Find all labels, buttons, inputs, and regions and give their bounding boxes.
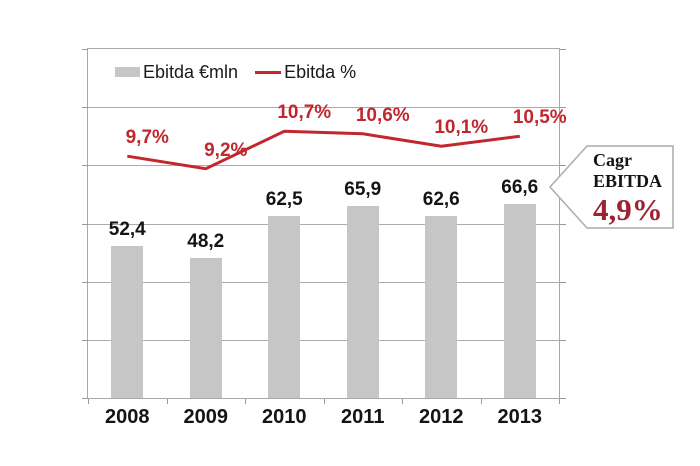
bar-2011 [346,206,379,398]
bar-value-label-2011: 65,9 [344,179,382,201]
x-axis-tick [245,399,246,404]
bar-2013 [503,204,536,398]
line-point-label-2009: 9,2% [204,139,248,161]
x-axis-label-2013: 2013 [497,406,543,428]
gridline [88,107,559,109]
x-axis-tick [88,399,89,404]
right-axis-tick [560,223,566,225]
line-layer [127,129,520,171]
x-axis-label-2010: 2010 [262,406,307,428]
x-axis-tick [559,399,560,404]
x-axis-tick [323,399,325,404]
right-axis-tick [560,107,566,109]
bar-2010 [268,216,301,398]
cagr-label-line1: Cagr [593,150,632,170]
right-axis-tick [560,49,566,50]
gridline [88,281,559,283]
gridline-layer [88,49,559,398]
line-point-label-2008: 9,7% [125,127,169,149]
bar-value-label-2008: 52,4 [108,218,146,240]
line-label-layer: 9,7% 9,2% 10,7% 10,6% 10,1% 10,5% [88,49,567,398]
x-axis-tick [480,399,482,404]
line-point-label-2010: 10,7% [277,102,332,124]
cagr-label-line2: EBITDA [593,171,663,191]
ebitda-percent-line [127,129,520,171]
x-axis-tick [402,399,403,404]
right-axis-tick [560,165,566,167]
gridline [88,223,559,225]
bar-value-label-2010: 62,5 [265,189,303,211]
left-axis-tick [82,223,88,225]
left-axis-tick [82,49,88,50]
legend-bar-label: Ebitda €mln [143,61,239,82]
bar-value-label-2012: 62,6 [422,188,460,210]
left-axis-tick [82,165,88,167]
bar-value-label-2009: 48,2 [187,230,225,252]
line-point-label-2012: 10,1% [434,117,489,139]
legend: Ebitda €mln Ebitda % [115,62,356,82]
x-axis-label-2011: 2011 [341,406,385,428]
x-axis-label-2012: 2012 [419,406,464,428]
right-axis-tick [560,398,566,399]
plot-area: 52,4 48,2 62,5 65,9 62,6 66,6 9,7% 9,2% 10,7% 10… [87,48,567,399]
bar-2009 [189,257,222,398]
bar-2008 [111,245,144,398]
cagr-callout-text: Cagr EBITDA 4,9% [593,150,673,226]
legend-line-swatch-icon [255,70,282,74]
left-axis-tick [82,398,88,399]
gridline [88,339,559,341]
right-axis-tick [560,339,566,341]
left-axis-tick [82,281,88,283]
right-axis-tick [560,281,566,283]
bars-layer: 52,4 48,2 62,5 65,9 62,6 66,6 [88,49,559,398]
x-axis-tick [166,399,168,404]
x-axis-label-2008: 2008 [105,406,150,428]
line-point-label-2011: 10,6% [355,104,410,126]
legend-line-label: Ebitda % [284,61,357,82]
legend-bar-swatch-icon [115,67,140,77]
left-axis-tick [82,107,88,109]
line-point-label-2013: 10,5% [512,107,567,129]
bar-2012 [425,215,458,398]
bar-value-label-2013: 66,6 [501,177,539,199]
left-axis-tick [82,339,88,341]
cagr-value: 4,9% [593,192,663,227]
gridline [88,165,559,167]
x-axis-label-2009: 2009 [183,406,229,428]
